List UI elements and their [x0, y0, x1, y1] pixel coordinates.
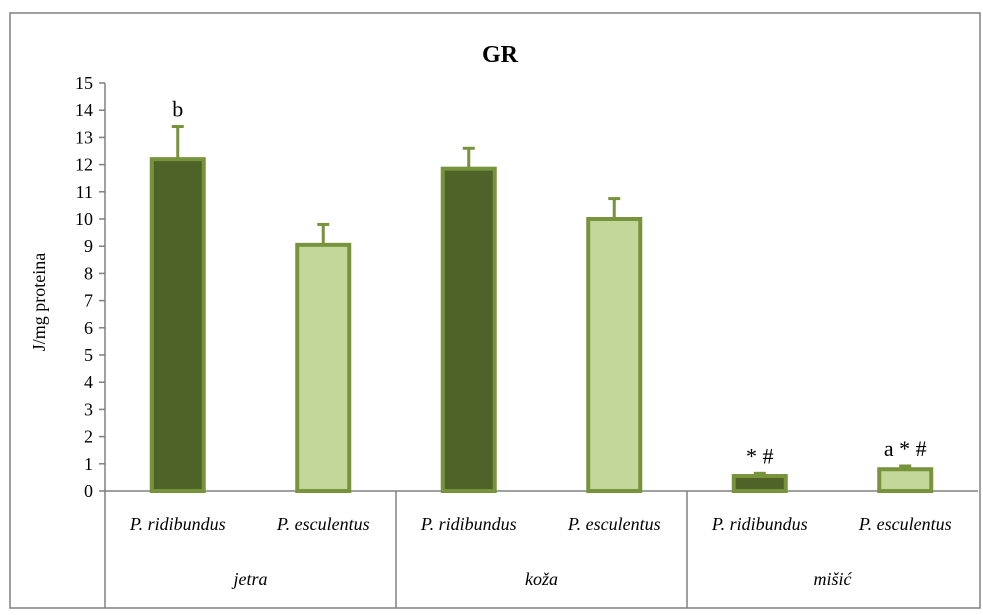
- y-tick-label: 11: [76, 182, 93, 202]
- bar: [295, 242, 352, 493]
- category-label: P. esculentus: [858, 514, 952, 534]
- y-tick-label: 10: [75, 209, 93, 229]
- bar: [149, 157, 206, 493]
- bar: [877, 467, 934, 493]
- y-tick-label: 1: [84, 454, 93, 474]
- y-tick-label: 15: [75, 73, 93, 93]
- y-tick-label: 5: [84, 345, 93, 365]
- category-label: P. ridibundus: [420, 514, 517, 534]
- group-label: jetra: [232, 569, 268, 589]
- y-tick-label: 12: [75, 155, 93, 175]
- category-label: P. ridibundus: [711, 514, 808, 534]
- category-label: P. ridibundus: [129, 514, 226, 534]
- y-tick-label: 7: [84, 291, 93, 311]
- y-tick-label: 13: [75, 127, 93, 147]
- group-label: mišić: [814, 569, 853, 589]
- category-label: P. esculentus: [567, 514, 661, 534]
- category-labels: P. ridibundus P. esculentus P. ridibundus P…: [129, 514, 952, 589]
- y-tick-label: 4: [84, 372, 93, 392]
- bar: [440, 166, 497, 493]
- y-tick-label: 2: [84, 427, 93, 447]
- y-tick-label: 0: [84, 481, 93, 501]
- bar: [586, 217, 643, 493]
- y-axis-label: J/mg proteina: [29, 253, 49, 351]
- y-tick-label: 14: [75, 100, 93, 120]
- y-tick-label: 3: [84, 399, 93, 419]
- y-tick-label: 8: [84, 263, 93, 283]
- bar-annotation: a * #: [884, 436, 927, 461]
- category-label: P. esculentus: [276, 514, 370, 534]
- chart-title: GR: [482, 42, 519, 68]
- bar-annotation: b: [172, 97, 183, 122]
- bar-annotation: * #: [746, 443, 774, 468]
- group-label: koža: [525, 569, 558, 589]
- bar: [731, 474, 788, 494]
- y-tick-label: 6: [84, 318, 93, 338]
- y-tick-label: 9: [84, 236, 93, 256]
- bars: b * # a * #: [149, 97, 934, 494]
